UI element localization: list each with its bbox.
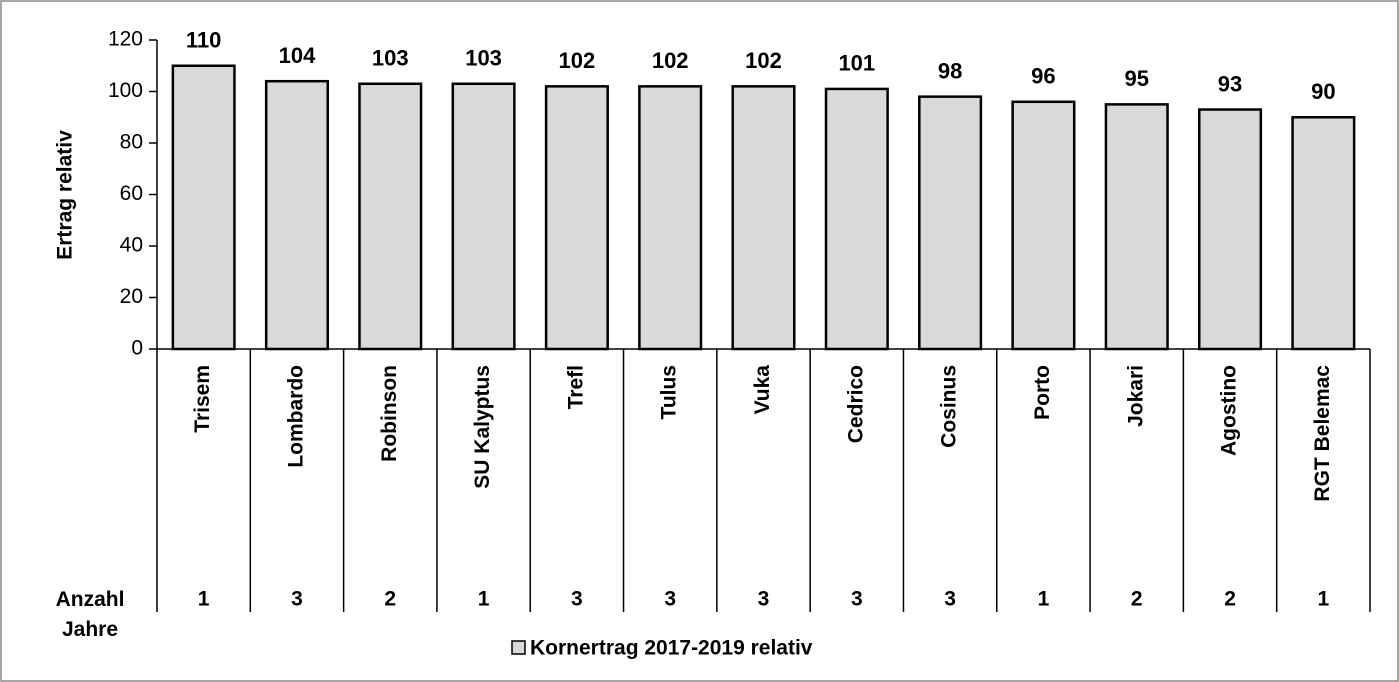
bar <box>1104 103 1169 351</box>
table-cell: 3 <box>851 588 863 611</box>
x-tick-label: Trefl <box>564 365 587 409</box>
x-tick-label: Trisem <box>191 365 214 433</box>
table-cell: 3 <box>571 588 583 611</box>
x-tick-label: Agostino <box>1218 365 1241 456</box>
data-label: 102 <box>652 48 689 73</box>
table-cell: 3 <box>758 588 770 611</box>
x-tick-label: SU Kalyptus <box>471 365 494 489</box>
data-label: 102 <box>559 48 596 73</box>
x-tick-label: Tulus <box>658 365 681 419</box>
y-axis-label: Ertrag relativ <box>54 130 77 260</box>
data-label: 93 <box>1218 71 1242 96</box>
table-cell: 3 <box>944 588 956 611</box>
x-tick-label: RGT Belemac <box>1311 365 1334 502</box>
data-label: 101 <box>838 51 875 76</box>
data-label: 102 <box>745 48 782 73</box>
data-label: 90 <box>1311 79 1335 104</box>
bar <box>824 87 889 351</box>
legend-swatch <box>511 640 526 655</box>
bar <box>358 82 423 351</box>
y-tick-label: 120 <box>108 28 143 51</box>
bar <box>918 95 983 351</box>
bar <box>171 64 236 351</box>
bar <box>731 85 796 351</box>
x-tick-label: Cosinus <box>938 365 961 448</box>
x-tick-label: Porto <box>1031 365 1054 420</box>
bar <box>264 79 330 351</box>
legend-label: Kornertrag 2017-2019 relativ <box>530 637 813 660</box>
bar <box>544 85 609 351</box>
table-cell: 2 <box>1224 588 1236 611</box>
bar <box>451 82 516 351</box>
x-tick-label: Jokari <box>1124 365 1147 427</box>
data-label: 103 <box>465 46 502 71</box>
data-label: 110 <box>186 28 222 53</box>
data-label: 96 <box>1031 64 1055 89</box>
y-tick-label: 0 <box>131 337 143 360</box>
data-label: 95 <box>1124 66 1148 91</box>
bar <box>1011 100 1076 351</box>
data-label: 103 <box>372 46 409 71</box>
bar <box>638 85 703 351</box>
table-cell: 3 <box>664 588 676 611</box>
table-cell: 1 <box>1318 588 1330 611</box>
y-tick-label: 20 <box>120 285 143 308</box>
table-cell: 3 <box>291 588 303 611</box>
y-tick-label: 100 <box>108 79 143 102</box>
x-tick-label: Robinson <box>378 365 401 462</box>
data-label: 104 <box>279 43 316 68</box>
table-cell: 1 <box>1038 588 1050 611</box>
table-cell: 2 <box>384 588 396 611</box>
table-cell: 1 <box>198 588 210 611</box>
x-tick-label: Lombardo <box>285 365 308 468</box>
y-tick-label: 80 <box>120 131 143 154</box>
x-tick-label: Vuka <box>751 365 774 415</box>
data-label: 98 <box>938 58 962 83</box>
table-cell: 2 <box>1131 588 1143 611</box>
bar <box>1291 116 1356 351</box>
bar <box>1197 108 1263 351</box>
y-tick-label: 60 <box>120 182 143 205</box>
x-tick-label: Cedrico <box>844 365 867 443</box>
y-tick-label: 40 <box>120 234 143 257</box>
table-cell: 1 <box>478 588 490 611</box>
table-row-label: Anzahl Jahre <box>55 588 125 641</box>
